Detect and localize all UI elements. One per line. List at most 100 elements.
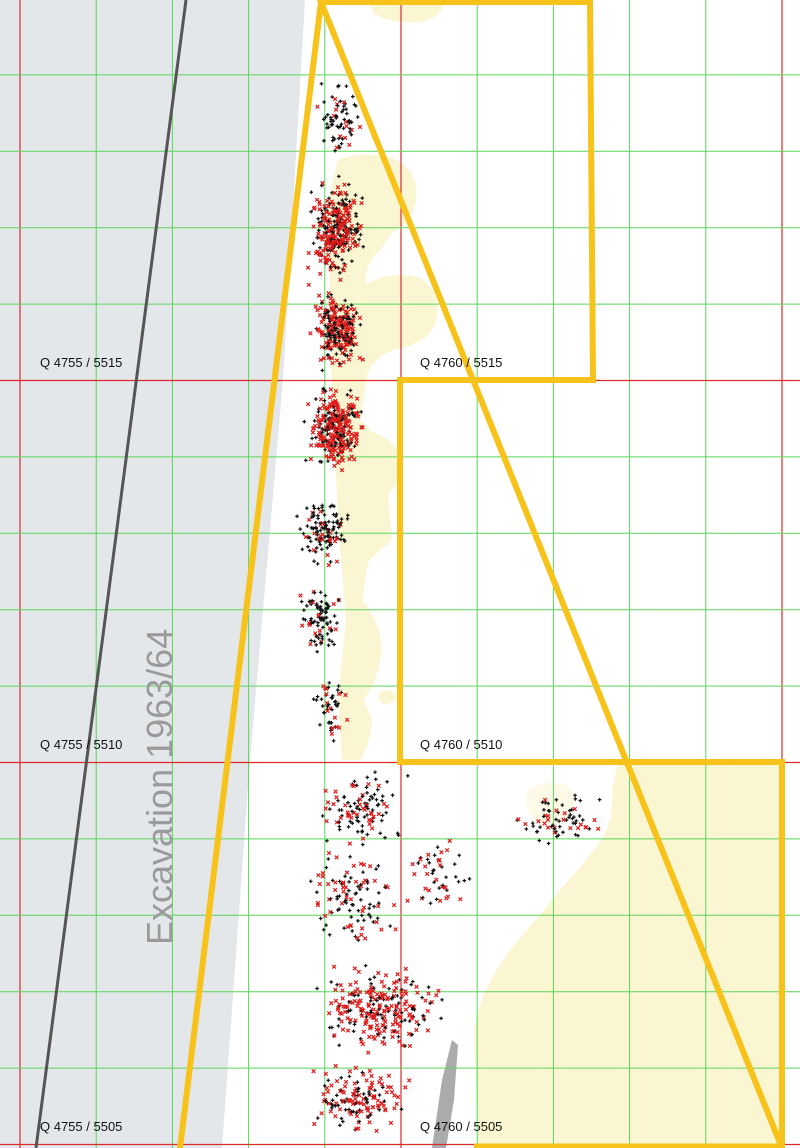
find-marker-red [364,1106,369,1111]
find-marker-black [314,643,318,647]
find-marker-red [314,443,319,448]
find-marker-black [319,81,324,86]
find-marker-black [331,520,336,525]
find-marker-black [309,209,313,214]
find-marker-black [321,927,326,932]
find-marker-red [347,142,352,148]
find-marker-black [356,884,360,889]
find-marker-black [383,885,387,889]
find-marker-red [351,198,356,204]
find-marker-red [392,1010,398,1015]
find-marker-black [319,547,324,552]
find-marker-black [315,986,319,991]
find-marker-black [320,183,324,188]
find-marker-red [341,213,346,219]
find-marker-red [338,428,343,434]
find-marker-black [325,622,330,626]
find-marker-red [349,437,354,442]
find-marker-red [333,987,338,993]
find-marker-red [335,405,340,410]
find-marker-black [314,520,318,525]
find-marker-black [330,639,334,644]
find-marker-black [428,1001,432,1006]
find-marker-black [561,830,565,835]
find-marker-black [358,1036,363,1041]
find-marker-red [375,1098,381,1103]
find-marker-red [354,396,360,401]
find-marker-black [337,820,342,824]
find-marker-red [331,300,336,305]
find-marker-red [356,414,361,419]
find-marker-black [334,352,339,356]
find-marker-black [319,599,324,604]
find-marker-black [327,528,331,532]
find-marker-black [432,853,437,858]
find-marker-black [328,896,333,901]
find-marker-black [552,826,557,831]
find-marker-black [341,326,345,331]
excavation-boundary-diagonal [177,1,324,1148]
find-marker-red [375,903,381,909]
find-marker-black [333,699,338,704]
find-marker-black [325,126,329,130]
find-marker-black [323,593,328,598]
find-marker-red [332,1033,337,1038]
find-marker-black [432,880,436,885]
find-marker-black [371,1002,376,1007]
find-marker-black [319,697,324,702]
find-marker-black [334,531,339,535]
find-marker-red [443,885,448,890]
find-marker-black [337,894,342,898]
find-marker-red [353,980,359,985]
find-marker-black [359,410,364,414]
find-marker-red [447,838,452,844]
find-marker-black [361,870,365,874]
find-marker-red [328,387,334,392]
find-marker-black [339,418,344,423]
find-marker-black [420,895,425,900]
find-marker-red [306,282,311,288]
find-marker-red [403,999,409,1004]
find-marker-black [334,1093,339,1098]
find-marker-black [350,929,354,933]
find-marker-black [362,815,367,819]
find-marker-red [399,989,404,994]
find-marker-red [371,814,376,819]
find-marker-red [325,421,330,427]
find-marker-black [341,1119,345,1124]
find-marker-black [323,447,327,452]
find-marker-black [326,309,331,314]
find-marker-black [324,439,328,443]
find-marker-red [326,338,331,344]
find-marker-black [350,902,354,907]
find-marker-black [333,338,337,342]
find-marker-red [341,235,346,240]
find-marker-black [357,237,361,242]
find-marker-red [341,881,346,887]
find-marker-red [358,1101,364,1106]
find-marker-black [323,525,328,529]
find-marker-red [414,1027,419,1033]
find-marker-black [542,807,546,812]
find-marker-black [358,322,363,327]
find-marker-black [322,710,326,715]
find-marker-black [380,794,385,798]
find-marker-red [388,1085,394,1090]
find-marker-black [320,704,325,708]
find-marker-red [437,898,443,903]
find-marker-black [327,638,332,642]
find-marker-black [543,801,548,805]
find-marker-black [332,223,337,228]
find-marker-black [326,857,331,861]
find-marker-red [367,1034,372,1040]
find-marker-red [332,309,338,315]
find-marker-black [336,598,341,602]
finds-scatter [295,81,602,1134]
find-marker-red [315,902,321,908]
find-marker-red [403,991,409,997]
find-marker-black [337,136,341,141]
find-marker-black [339,323,344,328]
find-marker-red [360,806,366,811]
find-marker-black [331,739,336,743]
find-marker-black [339,533,344,537]
